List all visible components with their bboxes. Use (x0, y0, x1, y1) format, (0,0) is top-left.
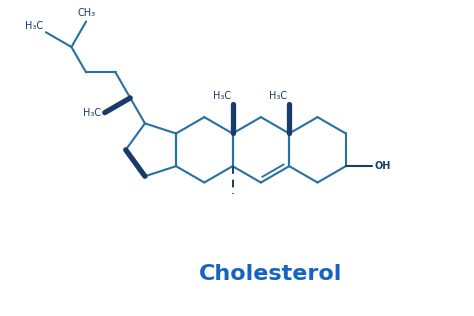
Text: OH: OH (374, 161, 391, 171)
Text: Cholesterol: Cholesterol (199, 264, 342, 284)
Text: H₃C: H₃C (83, 108, 101, 118)
Text: H₃C: H₃C (213, 91, 231, 101)
Text: H₃C: H₃C (25, 21, 43, 31)
Text: CH₃: CH₃ (77, 8, 95, 18)
Text: H₃C: H₃C (269, 91, 288, 101)
